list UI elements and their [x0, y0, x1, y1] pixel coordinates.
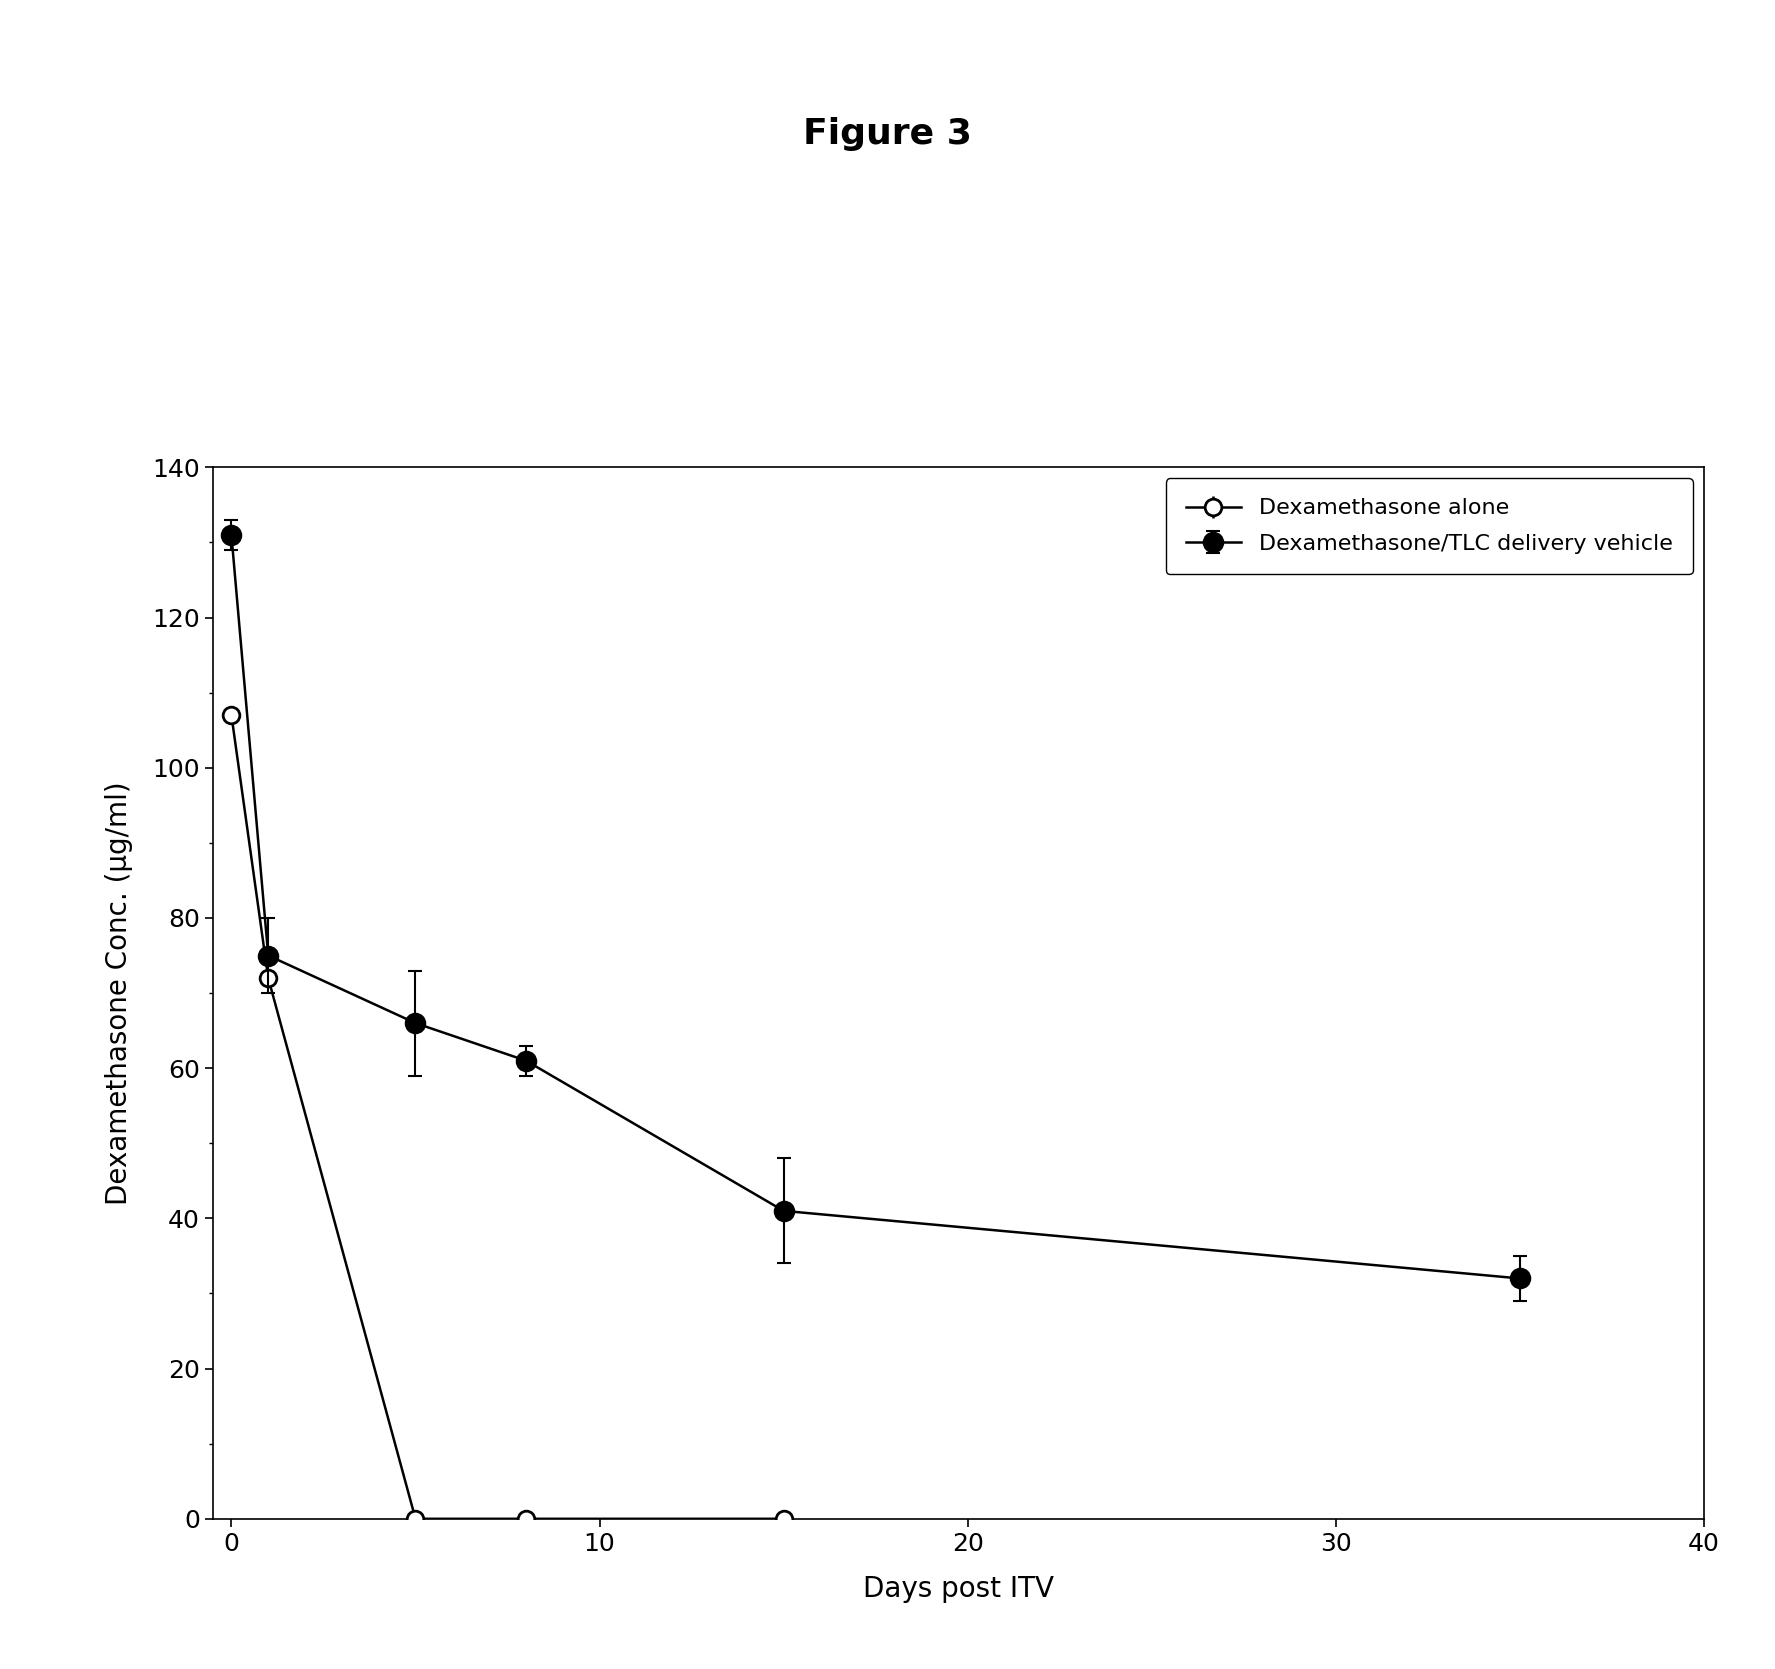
X-axis label: Days post ITV: Days post ITV — [863, 1576, 1054, 1604]
Y-axis label: Dexamethasone Conc. (μg/ml): Dexamethasone Conc. (μg/ml) — [105, 781, 133, 1205]
Text: Figure 3: Figure 3 — [802, 117, 973, 150]
Legend: Dexamethasone alone, Dexamethasone/TLC delivery vehicle: Dexamethasone alone, Dexamethasone/TLC d… — [1166, 479, 1693, 574]
